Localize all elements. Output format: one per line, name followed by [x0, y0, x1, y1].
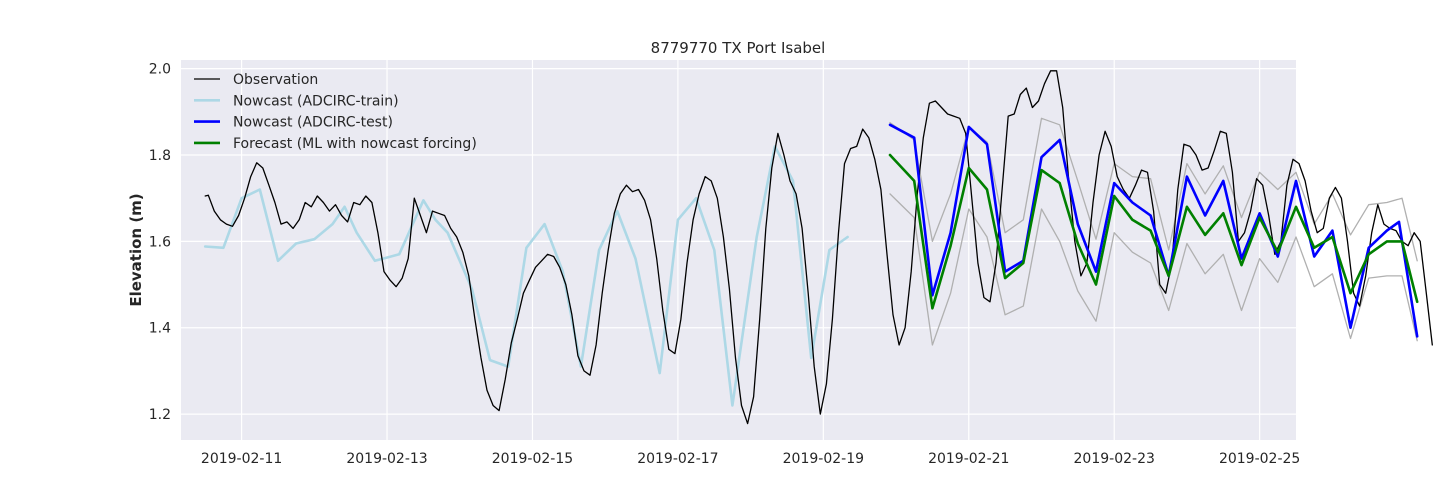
y-tick-label: 1.6 — [149, 234, 171, 250]
y-axis-ticks: 1.2 1.4 1.6 1.8 2.0 — [149, 62, 171, 423]
x-tick-label: 2019-02-25 — [1219, 451, 1300, 467]
y-tick-label: 1.8 — [149, 148, 171, 164]
series-line-forecast — [888, 153, 1419, 310]
x-tick-label: 2019-02-21 — [928, 451, 1009, 467]
series-layer — [203, 70, 1433, 425]
grid-lines — [181, 60, 1296, 440]
x-tick-label: 2019-02-19 — [783, 451, 864, 467]
chart-title: 8779770 TX Port Isabel — [651, 39, 826, 57]
x-tick-label: 2019-02-11 — [201, 451, 282, 467]
x-tick-label: 2019-02-15 — [492, 451, 573, 467]
y-tick-label: 2.0 — [149, 62, 171, 78]
y-axis-label: Elevation (m) — [127, 193, 145, 306]
x-axis-ticks: 2019-02-11 2019-02-13 2019-02-15 2019-02-17… — [201, 451, 1300, 467]
y-tick-label: 1.2 — [149, 407, 171, 423]
x-tick-label: 2019-02-17 — [637, 451, 718, 467]
series-line-observation — [204, 70, 1433, 425]
y-tick-label: 1.4 — [149, 321, 171, 337]
legend: Observation Nowcast (ADCIRC-train) Nowcast… — [194, 72, 477, 152]
x-tick-label: 2019-02-23 — [1074, 451, 1155, 467]
series-line-band — [889, 193, 1418, 346]
legend-label: Nowcast (ADCIRC-train) — [233, 93, 399, 109]
legend-label: Nowcast (ADCIRC-test) — [233, 115, 393, 131]
x-tick-label: 2019-02-13 — [346, 451, 427, 467]
series-line-train — [203, 145, 849, 407]
legend-label: Observation — [233, 72, 318, 88]
series-line-band — [889, 117, 1418, 262]
legend-label: Forecast (ML with nowcast forcing) — [233, 136, 477, 152]
